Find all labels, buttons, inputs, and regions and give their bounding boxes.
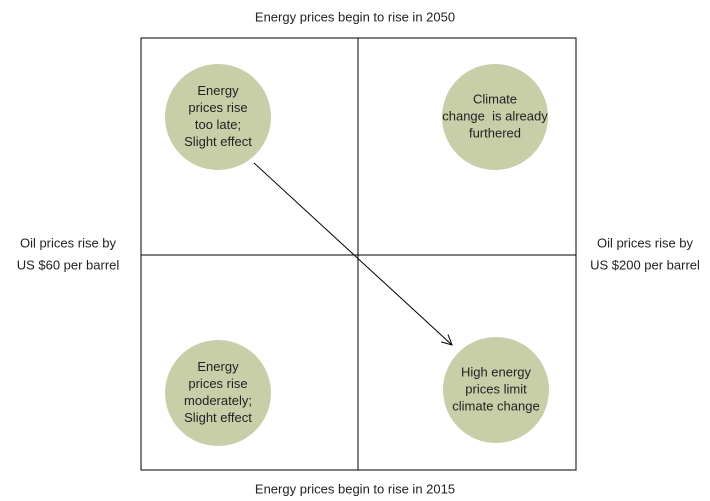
quadrant-text: prices rise: [188, 376, 247, 391]
quadrant-text: moderately;: [184, 393, 252, 408]
quadrant-text: Energy: [197, 83, 239, 98]
quadrant-circle: [442, 64, 548, 170]
quadrant-text: prices limit: [465, 381, 527, 396]
right-label: Oil prices rise by: [597, 235, 694, 250]
quadrant-circle: [165, 340, 271, 446]
quadrant-text: too late;: [195, 117, 241, 132]
quadrant-text: prices rise: [188, 100, 247, 115]
bottom-label: Energy prices begin to rise in 2015: [255, 481, 455, 496]
right-label: US $200 per barrel: [590, 257, 700, 272]
quadrant-text: Slight effect: [184, 134, 252, 149]
left-label: US $60 per barrel: [17, 257, 120, 272]
quadrant-circle: [443, 337, 549, 443]
quadrant-text: furthered: [469, 125, 521, 140]
top-label: Energy prices begin to rise in 2050: [255, 9, 455, 24]
quadrant-circle: [165, 64, 271, 170]
quadrant-text: Climate: [473, 91, 517, 106]
quadrant-text: High energy: [461, 364, 532, 379]
quadrant-text: climate change: [452, 398, 539, 413]
quadrant-text: change is already: [442, 108, 548, 123]
quadrant-text: Energy: [197, 359, 239, 374]
quadrant-text: Slight effect: [184, 410, 252, 425]
left-label: Oil prices rise by: [20, 235, 117, 250]
arrow: [253, 162, 452, 345]
